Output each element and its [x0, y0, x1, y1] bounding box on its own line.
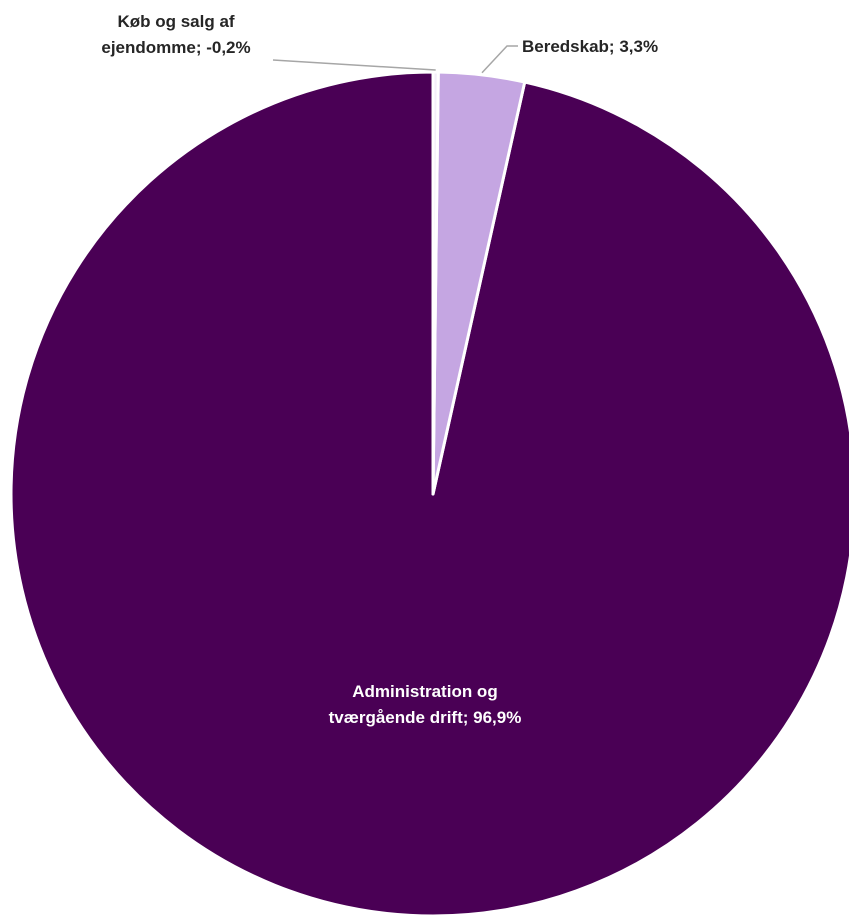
pie-slice-administration-og-tvaergaende-drift	[9, 70, 849, 916]
leader-line-kob-og-salg-af-ejendomme	[272, 59, 436, 71]
pie-slice-kob-og-salg-af-ejendomme	[431, 70, 440, 496]
data-label-kob-og-salg-af-ejendomme: Køb og salg af ejendomme; -0,2%	[101, 12, 250, 57]
data-label-beredskab: Beredskab; 3,3%	[522, 37, 658, 56]
data-label-administration-og-tvaergaende-drift: Administration og tværgående drift; 96,9%	[329, 682, 522, 727]
leader-line-beredskab	[481, 45, 518, 74]
